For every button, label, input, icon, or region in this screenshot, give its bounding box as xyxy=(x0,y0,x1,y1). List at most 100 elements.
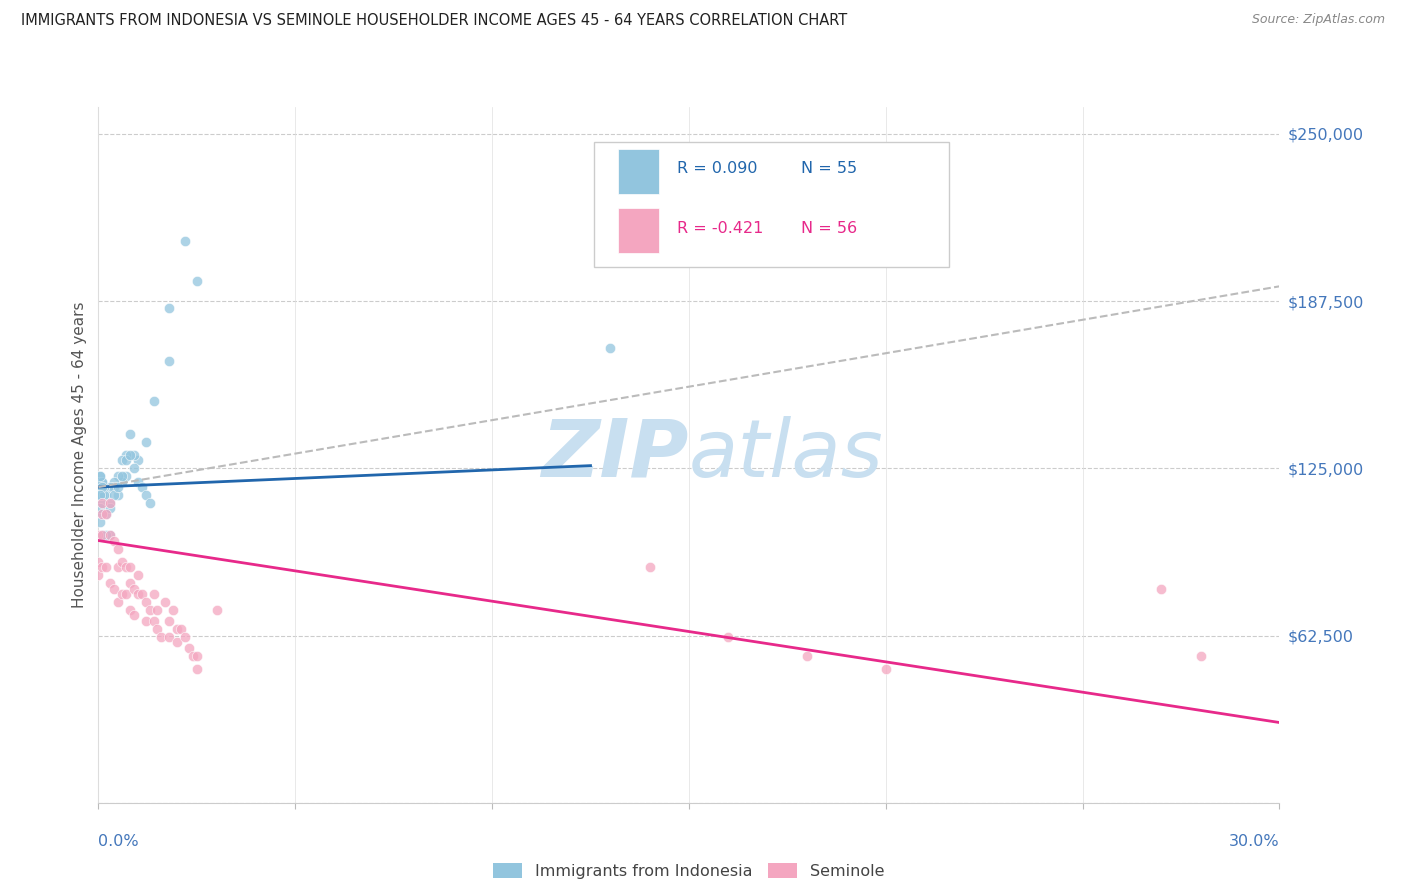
Point xyxy=(155,595,177,609)
Point xyxy=(87,555,110,569)
Point xyxy=(122,608,145,623)
Point xyxy=(146,622,169,636)
Point xyxy=(162,603,184,617)
Point xyxy=(107,480,129,494)
Text: Source: ZipAtlas.com: Source: ZipAtlas.com xyxy=(1251,13,1385,27)
Point xyxy=(118,426,141,441)
Point xyxy=(118,603,141,617)
Point xyxy=(89,488,111,502)
Point xyxy=(111,469,134,483)
Point xyxy=(103,582,125,596)
Point xyxy=(111,453,134,467)
Point xyxy=(91,507,114,521)
Point xyxy=(118,576,141,591)
Point xyxy=(96,507,118,521)
Point xyxy=(118,560,141,574)
Point xyxy=(107,560,129,574)
Legend: Immigrants from Indonesia, Seminole: Immigrants from Indonesia, Seminole xyxy=(486,857,891,885)
Point xyxy=(89,501,111,516)
Point xyxy=(91,488,114,502)
Point xyxy=(142,587,165,601)
Point xyxy=(115,453,138,467)
Point xyxy=(91,496,114,510)
Point xyxy=(131,587,153,601)
FancyBboxPatch shape xyxy=(595,142,949,267)
Point xyxy=(166,635,188,649)
Point xyxy=(96,528,118,542)
Point xyxy=(166,622,188,636)
Text: N = 56: N = 56 xyxy=(801,221,858,236)
Point xyxy=(98,528,121,542)
Point xyxy=(157,301,180,315)
Point xyxy=(91,475,114,489)
Point xyxy=(717,630,740,644)
Point xyxy=(111,475,134,489)
Point xyxy=(103,480,125,494)
Point xyxy=(98,576,121,591)
Point xyxy=(87,488,110,502)
Point xyxy=(599,341,621,355)
Point xyxy=(127,453,149,467)
Point xyxy=(91,480,114,494)
Text: R = 0.090: R = 0.090 xyxy=(678,161,758,176)
Text: 30.0%: 30.0% xyxy=(1229,834,1279,849)
Point xyxy=(103,488,125,502)
Point xyxy=(1189,648,1212,663)
Point xyxy=(186,648,208,663)
Point xyxy=(98,496,121,510)
Point xyxy=(122,461,145,475)
Text: atlas: atlas xyxy=(689,416,884,494)
Point xyxy=(89,515,111,529)
Point xyxy=(89,480,111,494)
Point xyxy=(174,234,197,248)
Point xyxy=(115,469,138,483)
Point xyxy=(111,555,134,569)
Point xyxy=(181,648,204,663)
Point xyxy=(186,274,208,288)
Point xyxy=(107,488,129,502)
Point xyxy=(96,488,118,502)
Point xyxy=(91,528,114,542)
Point xyxy=(96,507,118,521)
Point xyxy=(1150,582,1173,596)
Point xyxy=(135,434,157,449)
Point xyxy=(87,528,110,542)
Point xyxy=(115,560,138,574)
Point xyxy=(118,448,141,462)
Point xyxy=(142,394,165,409)
Point xyxy=(98,496,121,510)
Point xyxy=(93,488,115,502)
Point xyxy=(107,541,129,556)
Point xyxy=(131,480,153,494)
Point xyxy=(98,501,121,516)
Point xyxy=(170,622,193,636)
Point xyxy=(91,560,114,574)
Point xyxy=(127,587,149,601)
Text: 0.0%: 0.0% xyxy=(98,834,139,849)
Point xyxy=(111,587,134,601)
Point xyxy=(91,528,114,542)
Point xyxy=(107,469,129,483)
Point xyxy=(89,469,111,483)
Text: ZIP: ZIP xyxy=(541,416,689,494)
Bar xyxy=(619,208,659,253)
Point xyxy=(146,603,169,617)
Point xyxy=(90,475,112,489)
Point xyxy=(127,568,149,582)
Point xyxy=(87,480,110,494)
Point xyxy=(90,480,112,494)
Point xyxy=(103,475,125,489)
Point xyxy=(174,630,197,644)
Point xyxy=(89,469,111,483)
Point xyxy=(177,640,200,655)
Point xyxy=(127,475,149,489)
Point xyxy=(93,480,115,494)
Point xyxy=(157,614,180,628)
Point xyxy=(122,448,145,462)
Point xyxy=(98,480,121,494)
Point xyxy=(138,496,160,510)
Point xyxy=(150,630,173,644)
Point xyxy=(157,630,180,644)
Bar xyxy=(619,149,659,194)
Point xyxy=(875,662,897,676)
